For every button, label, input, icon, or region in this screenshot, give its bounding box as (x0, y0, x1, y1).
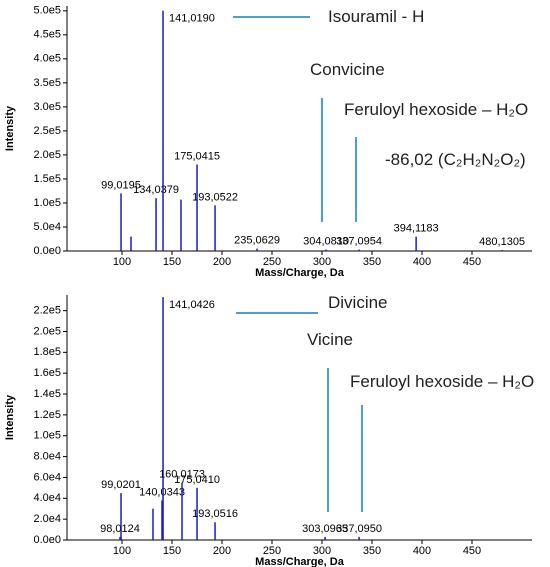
peak-label: 337,0954 (336, 235, 382, 247)
peak-label: 394,1183 (394, 222, 439, 234)
x-tick-label: 350 (363, 545, 381, 557)
peak-label: 337,0950 (336, 523, 382, 535)
y-tick-label: 5.0e5 (33, 5, 61, 17)
y-tick-label: 4.0e5 (33, 53, 61, 65)
peak-label: 303,0965 (302, 523, 348, 535)
x-tick-label: 400 (413, 545, 431, 557)
peak-label: 99,0195 (101, 179, 141, 191)
y-tick-label: 2.0e5 (33, 325, 61, 337)
y-tick-label: 1.4e5 (33, 388, 61, 400)
x-tick-label: 200 (213, 256, 231, 268)
x-tick-label: 100 (113, 256, 131, 268)
y-tick-label: 2.5e5 (33, 125, 61, 137)
peak-label: 99,0201 (101, 479, 141, 491)
y-tick-label: 2.2e5 (33, 305, 61, 317)
y-tick-label: 8.0e4 (33, 451, 61, 463)
annotation: Convicine (310, 60, 385, 79)
y-tick-label: 1.0e5 (33, 197, 61, 209)
x-tick-label: 300 (313, 545, 331, 557)
peak-label: 134,0379 (133, 184, 179, 196)
y-tick-label: 1.8e5 (33, 346, 61, 358)
annotation: -86,02 (C₂H₂N₂O₂) (385, 150, 526, 169)
y-tick-label: 3.5e5 (33, 77, 61, 89)
y-tick-label: 1.5e5 (33, 173, 61, 185)
y-tick-label: 2.0e5 (33, 149, 61, 161)
y-tick-label: 4.5e5 (33, 29, 61, 41)
peak-label: 140,0343 (139, 486, 185, 498)
peak-label: 141,0190 (169, 13, 215, 25)
x-tick-label: 100 (113, 545, 131, 557)
annotation: Vicine (307, 330, 353, 349)
y-tick-label: 6.0e4 (33, 471, 61, 483)
annotation: Divicine (328, 293, 388, 312)
annotation: Feruloyl hexoside – H₂O (350, 372, 534, 391)
peak-label: 235,0629 (234, 235, 280, 247)
peak-label: 193,0516 (192, 508, 238, 520)
x-tick-label: 250 (263, 545, 281, 557)
peak-label: 175,0410 (174, 474, 220, 486)
peak-label: 193,0522 (192, 191, 238, 203)
y-tick-label: 1.2e5 (33, 409, 61, 421)
y-tick-label: 0.0e0 (33, 245, 61, 257)
x-tick-label: 300 (313, 256, 331, 268)
peak-label: 160,0173 (159, 469, 205, 481)
y-tick-label: 1.6e5 (33, 367, 61, 379)
x-axis-label: Mass/Charge, Da (255, 556, 345, 567)
peak-label: 304,0810 (303, 235, 349, 247)
y-axis-label: Intensity (4, 105, 16, 151)
y-tick-label: 4.0e4 (33, 492, 61, 504)
x-tick-label: 250 (263, 256, 281, 268)
y-tick-label: 3.0e5 (33, 101, 61, 113)
y-tick-label: 5.0e4 (33, 221, 61, 233)
x-tick-label: 200 (213, 545, 231, 557)
y-tick-label: 0.0e0 (33, 534, 61, 546)
y-tick-label: 2.0e4 (33, 513, 61, 525)
y-axis-label: Intensity (4, 394, 16, 440)
x-tick-label: 450 (463, 545, 481, 557)
peak-label: 175,0415 (174, 150, 220, 162)
x-tick-label: 400 (413, 256, 431, 268)
y-tick-label: 1.0e5 (33, 430, 61, 442)
x-tick-label: 150 (163, 545, 181, 557)
annotation: Isouramil - H (328, 7, 424, 26)
peak-label: 98,0124 (100, 523, 140, 535)
x-tick-label: 150 (163, 256, 181, 268)
x-tick-label: 350 (363, 256, 381, 268)
x-tick-label: 450 (463, 256, 481, 268)
peak-label: 141,0426 (169, 299, 215, 311)
x-axis-label: Mass/Charge, Da (255, 267, 345, 279)
annotation: Feruloyl hexoside – H₂O (344, 100, 528, 119)
peak-label: 480,1305 (479, 236, 525, 248)
